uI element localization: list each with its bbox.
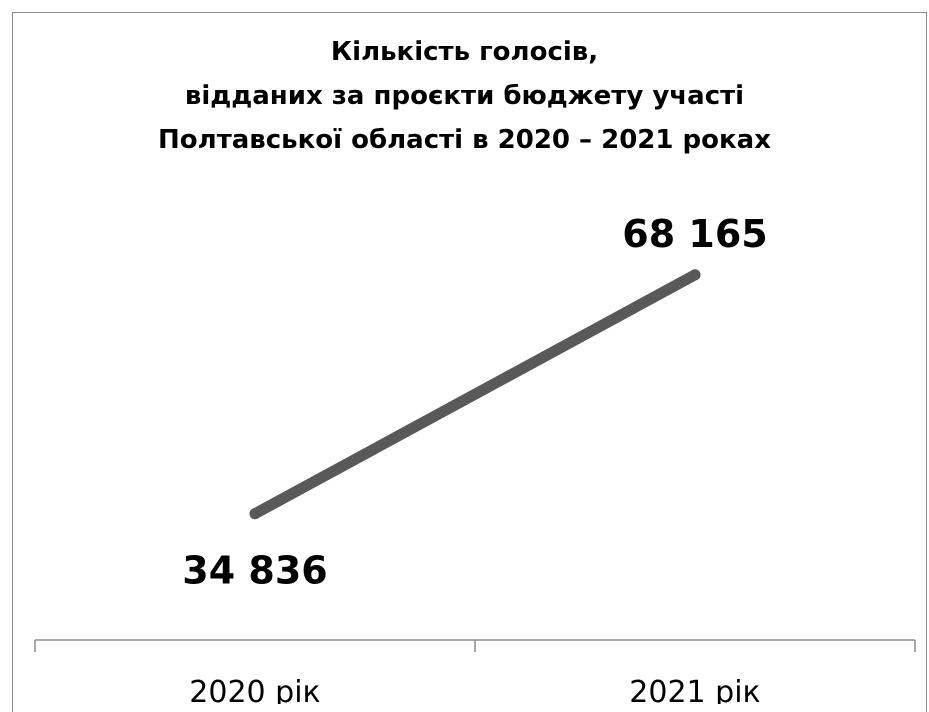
tick-label-layer: 2020 рік 2021 рік bbox=[189, 675, 760, 704]
chart-title-line-3: Полтавської області в 2020 – 2021 роках bbox=[158, 125, 771, 155]
chart-title: Кількість голосів, відданих за проєкти б… bbox=[0, 30, 929, 162]
chart-title-line-1: Кількість голосів, bbox=[330, 37, 599, 67]
x-axis bbox=[34, 639, 916, 652]
data-label-2: 68 165 bbox=[622, 212, 767, 256]
chart-frame bbox=[12, 12, 927, 712]
data-point-1 bbox=[249, 508, 261, 520]
chart-title-line-2: відданих за проєкти бюджету участі bbox=[184, 81, 745, 111]
data-point-2 bbox=[689, 269, 701, 281]
series-line bbox=[249, 269, 701, 520]
data-label-layer: 34 836 68 165 bbox=[182, 212, 767, 593]
series-layer bbox=[249, 269, 701, 520]
x-tick-label-1: 2020 рік bbox=[189, 675, 320, 704]
x-tick-label-2: 2021 рік bbox=[629, 675, 760, 704]
data-label-1: 34 836 bbox=[182, 549, 327, 593]
